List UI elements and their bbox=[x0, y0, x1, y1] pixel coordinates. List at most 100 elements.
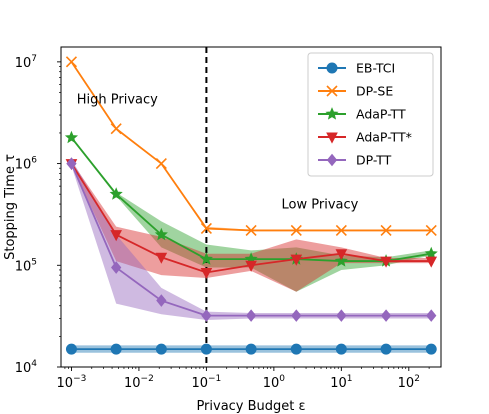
eb-tci-point bbox=[335, 343, 347, 355]
dp-se-point-b bbox=[245, 224, 257, 237]
legend-box bbox=[307, 52, 434, 177]
legend-label: AdaP-TT bbox=[356, 107, 406, 122]
legend-label: DP-SE bbox=[356, 84, 393, 99]
y-tick-base: 10 bbox=[15, 158, 32, 173]
x-tick-exponent: −2 bbox=[141, 374, 154, 384]
legend-marker-b bbox=[326, 85, 338, 97]
x-axis-label: Privacy Budget ε bbox=[196, 399, 305, 414]
legend-entry: AdaP-TT* bbox=[318, 130, 412, 145]
y-tick-exponent: 5 bbox=[31, 257, 37, 267]
adap-tt-star-point bbox=[110, 230, 122, 242]
y-tick-label: 106 bbox=[15, 156, 38, 173]
dp-tt-point bbox=[426, 309, 437, 322]
legend-marker bbox=[326, 153, 338, 167]
legend-entry: DP-SE bbox=[318, 84, 393, 99]
adap-tt-star-point bbox=[290, 254, 303, 266]
dp-se-point bbox=[290, 224, 302, 237]
dp-se-point bbox=[245, 224, 257, 237]
adap-tt-star-point bbox=[200, 267, 213, 280]
x-tick-base: 10 bbox=[330, 376, 347, 391]
annotation-text: Low Privacy bbox=[282, 198, 359, 213]
legend-marker bbox=[326, 132, 338, 144]
x-tick-label: 10−3 bbox=[57, 374, 87, 391]
adap-tt-star-point bbox=[155, 252, 168, 264]
x-tick-base: 10 bbox=[191, 376, 208, 391]
x-tick-label: 10−2 bbox=[124, 374, 154, 391]
dp-se-point-b bbox=[380, 224, 392, 237]
series-lines bbox=[64, 56, 438, 355]
legend-label: EB-TCI bbox=[356, 61, 395, 76]
adap-tt-point bbox=[64, 130, 79, 144]
dp-tt-point bbox=[156, 294, 167, 307]
y-tick-base: 10 bbox=[15, 56, 32, 71]
dp-tt-point bbox=[291, 309, 302, 322]
x-tick-base: 10 bbox=[57, 376, 74, 391]
y-tick-label: 104 bbox=[15, 359, 38, 376]
adap-tt-star-point bbox=[380, 256, 392, 268]
dp-tt-point bbox=[245, 309, 257, 322]
x-tick-label: 100 bbox=[263, 374, 286, 391]
dp-se-point bbox=[335, 224, 347, 237]
y-tick-label: 107 bbox=[15, 54, 37, 71]
y-tick-exponent: 7 bbox=[31, 54, 37, 64]
eb-tci-point bbox=[200, 343, 212, 355]
eb-tci-series bbox=[65, 343, 437, 355]
y-tick-base: 10 bbox=[15, 361, 32, 376]
adap-tt-point bbox=[109, 187, 123, 200]
legend-label: DP-TT bbox=[356, 153, 392, 168]
eb-tci-point bbox=[380, 343, 392, 355]
adap-tt-star-point bbox=[335, 249, 348, 261]
legend-marker bbox=[326, 62, 338, 74]
dp-se-point-b bbox=[335, 224, 347, 237]
legend: EB-TCI DP-SE AdaP-TT AdaP-TT* DP-TT bbox=[307, 52, 434, 177]
legend-marker bbox=[326, 85, 338, 97]
dp-se-point-b bbox=[110, 123, 122, 135]
legend-entry: DP-TT bbox=[318, 153, 392, 168]
dp-se-point-b bbox=[290, 224, 302, 237]
adap-tt-star-point bbox=[425, 256, 438, 268]
x-tick-label: 101 bbox=[330, 374, 352, 391]
x-tick-exponent: 1 bbox=[347, 374, 353, 384]
dp-tt-point bbox=[380, 309, 392, 322]
dp-se-series bbox=[65, 56, 437, 237]
dp-tt-point bbox=[201, 309, 212, 322]
x-tick-exponent: 0 bbox=[279, 374, 285, 384]
adap-tt-point bbox=[154, 227, 168, 241]
y-tick-label: 105 bbox=[15, 257, 37, 274]
x-tick-label: 102 bbox=[398, 374, 420, 391]
eb-tci-point bbox=[110, 343, 122, 355]
dp-se-point-b bbox=[155, 158, 167, 170]
y-tick-base: 10 bbox=[15, 259, 32, 274]
y-tick-exponent: 6 bbox=[31, 156, 37, 166]
x-tick-base: 10 bbox=[263, 376, 280, 391]
dp-se-point bbox=[65, 56, 78, 68]
dp-tt-series bbox=[66, 157, 437, 322]
dp-se-point bbox=[155, 158, 167, 170]
legend-label: AdaP-TT* bbox=[356, 130, 412, 145]
annotations: High Privacy Low Privacy bbox=[77, 92, 359, 212]
annotation-text: High Privacy bbox=[77, 92, 158, 107]
eb-tci-point bbox=[155, 343, 167, 355]
x-tick-base: 10 bbox=[124, 376, 141, 391]
adap-tt-star-series bbox=[65, 159, 438, 280]
x-tick-exponent: 2 bbox=[414, 374, 420, 384]
eb-tci-point bbox=[245, 343, 257, 355]
dp-se-point-b bbox=[425, 224, 437, 237]
x-tick-exponent: −1 bbox=[208, 374, 221, 384]
adap-tt-point bbox=[424, 246, 438, 260]
dp-se-point bbox=[380, 224, 392, 237]
adap-tt-point bbox=[199, 252, 213, 265]
eb-tci-point bbox=[290, 343, 302, 355]
legend-entry: EB-TCI bbox=[318, 61, 395, 76]
dp-se-point bbox=[200, 222, 212, 235]
dp-tt-point bbox=[111, 261, 122, 274]
dp-se-point bbox=[110, 123, 122, 135]
dp-se-point-b bbox=[200, 222, 212, 235]
legend-entry: AdaP-TT bbox=[318, 107, 406, 122]
plot-frame bbox=[60, 46, 442, 368]
legend-marker bbox=[325, 107, 339, 120]
dp-tt-point bbox=[66, 157, 77, 170]
x-tick-label: 10−1 bbox=[191, 374, 221, 391]
dp-se-point bbox=[425, 224, 437, 237]
